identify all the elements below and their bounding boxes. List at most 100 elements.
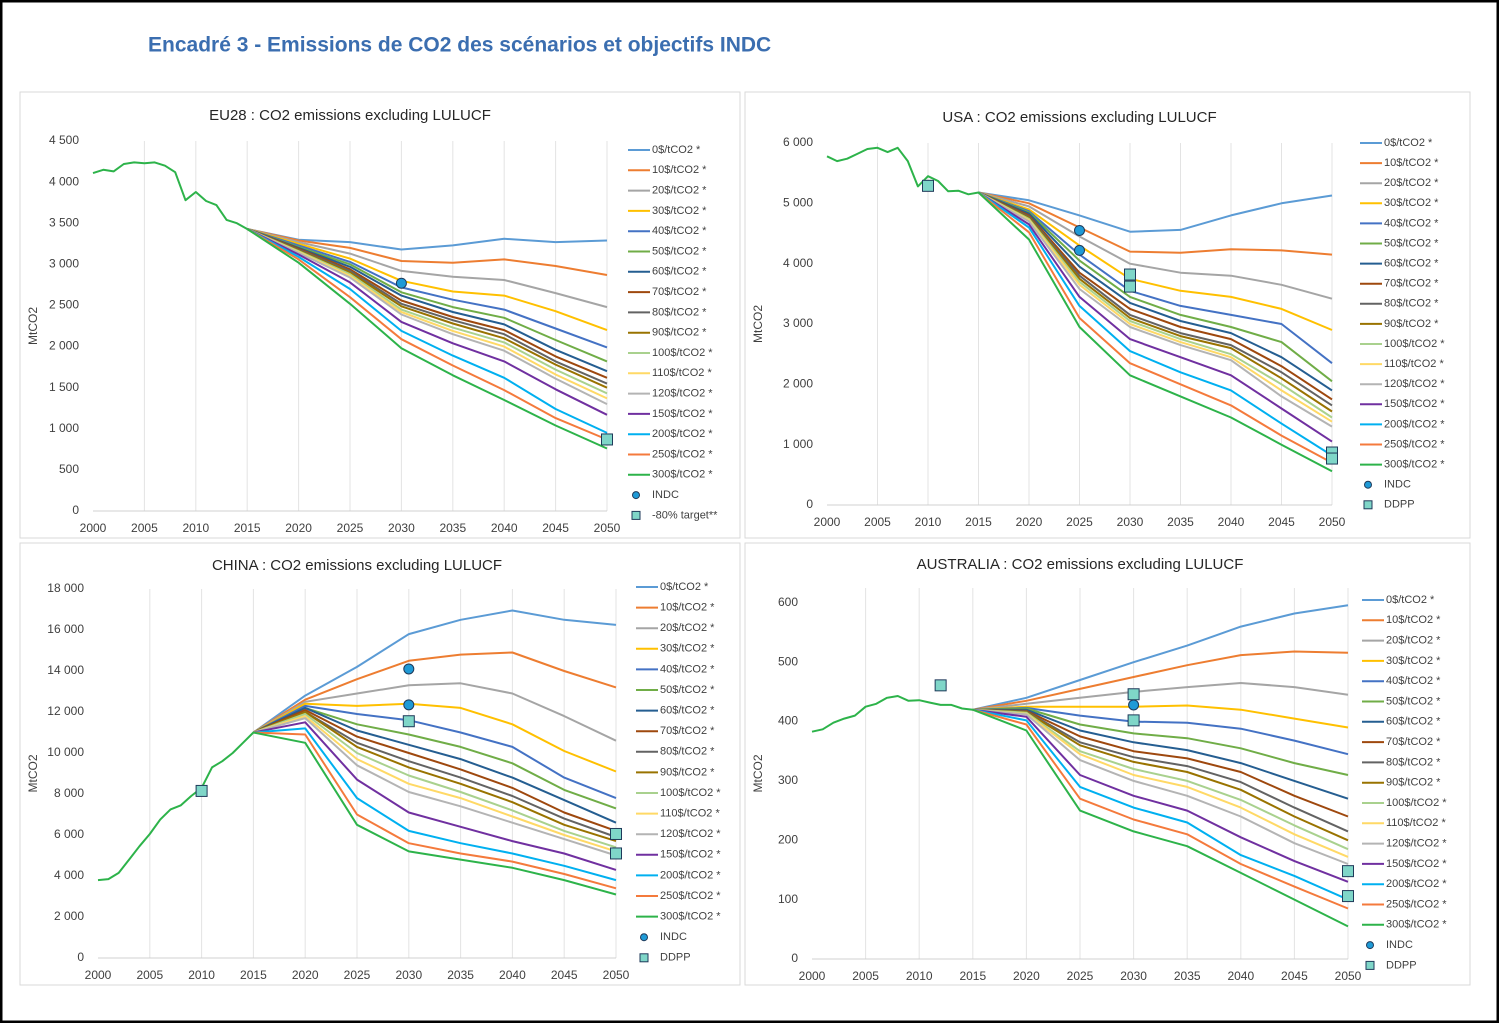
series-line [97, 731, 617, 896]
x-tick-label: 2015 [959, 969, 986, 983]
series-line [246, 228, 608, 349]
target-marker [195, 784, 208, 797]
x-tick-label: 2040 [1218, 515, 1245, 529]
y-tick-label: 0 [72, 503, 79, 517]
indc-marker [395, 277, 407, 289]
legend-label: 200$/tCO2 * [660, 869, 721, 881]
series-line [972, 708, 1349, 883]
series-line [253, 727, 617, 882]
legend-label: 100$/tCO2 * [652, 347, 713, 359]
legend-symbol [639, 953, 649, 963]
x-tick-label: 2030 [1120, 969, 1147, 983]
y-tick-label: 3 500 [49, 215, 79, 229]
series-line [246, 228, 608, 251]
series-line [972, 682, 1349, 711]
y-tick-label: 400 [778, 714, 798, 728]
y-tick-label: 1 000 [783, 437, 813, 451]
series-line [253, 717, 617, 857]
series-line [246, 228, 608, 405]
series-line [978, 191, 1333, 383]
series-line [811, 695, 1349, 928]
legend-label: 60$/tCO2 * [652, 266, 707, 278]
y-tick-label: 3 000 [783, 316, 813, 330]
legend-label: 70$/tCO2 * [660, 725, 715, 737]
y-tick-label: 5 000 [783, 196, 813, 210]
chart-title: AUSTRALIA : CO2 emissions excluding LULU… [917, 556, 1244, 573]
chart-title: CHINA : CO2 emissions excluding LULUCF [212, 557, 502, 574]
x-tick-label: 2040 [491, 521, 518, 535]
legend-label: 10$/tCO2 * [652, 164, 707, 176]
legend-label: 120$/tCO2 * [660, 828, 721, 840]
series-line [972, 604, 1349, 711]
y-tick-label: 500 [59, 462, 79, 476]
legend-label: 250$/tCO2 * [652, 448, 713, 460]
series-line [246, 228, 608, 373]
series-line [972, 708, 1349, 865]
legend-label: 70$/tCO2 * [1384, 278, 1439, 290]
legend-label: 40$/tCO2 * [1384, 217, 1439, 229]
x-tick-label: 2045 [551, 968, 578, 982]
y-tick-label: 6 000 [54, 827, 84, 841]
legend-label: INDC [652, 489, 679, 501]
legend-label: 200$/tCO2 * [1386, 878, 1447, 890]
legend-label: 0$/tCO2 * [652, 144, 701, 156]
x-tick-label: 2045 [1268, 515, 1295, 529]
y-axis-label: MtCO2 [26, 307, 40, 345]
legend-label: 90$/tCO2 * [1384, 318, 1439, 330]
series-line [972, 708, 1349, 818]
legend-label: 50$/tCO2 * [1386, 695, 1441, 707]
y-tick-label: 14 000 [47, 663, 84, 677]
legend-symbol [1363, 500, 1373, 510]
legend-symbol [1365, 960, 1375, 970]
legend-symbol [1364, 480, 1372, 489]
legend-label: DDPP [660, 952, 691, 964]
legend-label: INDC [1384, 479, 1411, 491]
series-line [253, 711, 617, 843]
legend-label: 300$/tCO2 * [1386, 919, 1447, 931]
series-line [92, 161, 608, 450]
legend-label: 10$/tCO2 * [1386, 614, 1441, 626]
y-tick-label: 2 500 [49, 298, 79, 312]
series-line [246, 228, 608, 363]
series-line [972, 650, 1349, 711]
x-tick-label: 2030 [1117, 515, 1144, 529]
x-tick-label: 2025 [1067, 969, 1094, 983]
legend-label: 200$/tCO2 * [1384, 418, 1445, 430]
legend-label: 40$/tCO2 * [652, 225, 707, 237]
x-tick-label: 2010 [906, 969, 933, 983]
series-line [253, 721, 617, 871]
x-tick-label: 2000 [799, 969, 826, 983]
series-line [978, 191, 1333, 423]
x-tick-label: 2035 [1167, 515, 1194, 529]
legend-label: 60$/tCO2 * [1386, 716, 1441, 728]
legend-label: 30$/tCO2 * [1384, 197, 1439, 209]
x-tick-label: 2000 [85, 968, 112, 982]
y-tick-label: 2 000 [54, 909, 84, 923]
legend-label: 20$/tCO2 * [660, 622, 715, 634]
legend-label: 150$/tCO2 * [652, 408, 713, 420]
legend-label: 80$/tCO2 * [1386, 756, 1441, 768]
target-marker [1127, 688, 1140, 701]
y-tick-label: 1 000 [49, 421, 79, 435]
series-line [972, 707, 1349, 776]
legend-label: 80$/tCO2 * [1384, 298, 1439, 310]
series-line [972, 708, 1349, 800]
series-line [978, 191, 1333, 300]
target-marker [1124, 268, 1136, 281]
series-line [972, 708, 1349, 910]
legend-label: INDC [660, 931, 687, 943]
indc-marker [403, 663, 415, 675]
y-tick-label: 0 [806, 497, 813, 511]
series-line [977, 191, 1333, 464]
chart-title: USA : CO2 emissions excluding LULUCF [942, 109, 1216, 126]
x-tick-label: 2045 [542, 521, 569, 535]
series-line [972, 708, 1349, 901]
x-tick-label: 2010 [915, 515, 942, 529]
legend-label: 300$/tCO2 * [652, 469, 713, 481]
y-tick-label: 6 000 [783, 135, 813, 149]
legend-label: 100$/tCO2 * [1386, 797, 1447, 809]
x-tick-label: 2050 [594, 521, 621, 535]
legend-label: -80% target** [652, 509, 718, 521]
legend-symbol [640, 933, 648, 942]
